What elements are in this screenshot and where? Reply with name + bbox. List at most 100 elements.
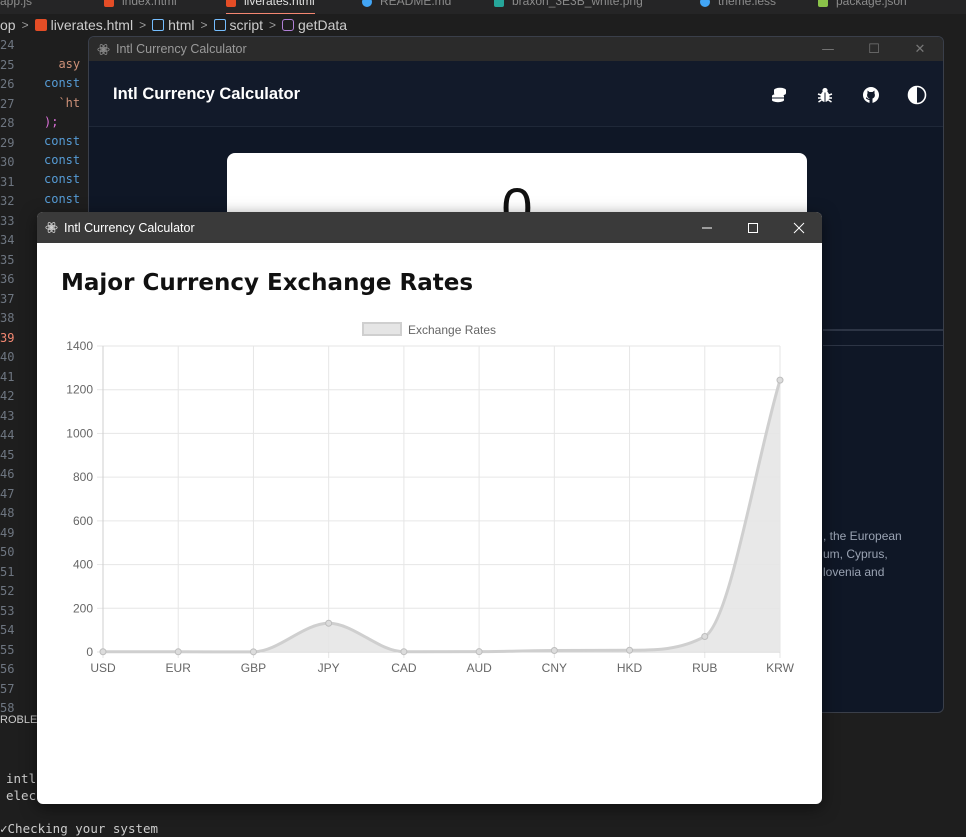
line-number: 41 — [0, 369, 15, 384]
editor-tab-bar: app.js index.html liverates.html README.… — [0, 0, 966, 14]
x-tick-label: USD — [90, 661, 116, 675]
front-app-window[interactable]: Intl Currency Calculator Major Currency … — [37, 212, 822, 804]
editor-tab[interactable]: README.md — [362, 0, 451, 14]
code-line: const — [44, 76, 81, 91]
chevron-right-icon: > — [139, 18, 147, 32]
divider — [823, 345, 943, 346]
electron-app-icon — [45, 222, 58, 233]
legend-label: Exchange Rates — [408, 323, 496, 337]
window-titlebar[interactable]: Intl Currency Calculator — [37, 212, 822, 243]
tab-label: braxon_3E3B_white.png — [512, 0, 643, 8]
series-area — [103, 380, 780, 652]
line-number: 54 — [0, 623, 15, 637]
y-tick-label: 0 — [86, 645, 93, 659]
window-controls: — ☐ ✕ — [805, 37, 943, 61]
line-number: 42 — [0, 389, 15, 403]
less-file-icon — [700, 0, 710, 7]
editor-tab[interactable]: braxon_3E3B_white.png — [494, 0, 643, 14]
check-icon: ✓ — [0, 821, 8, 836]
code-line: asy — [44, 57, 81, 72]
data-point — [174, 648, 182, 656]
y-tick-label: 800 — [73, 470, 93, 484]
maximize-button[interactable] — [730, 212, 776, 243]
close-button[interactable] — [776, 212, 822, 243]
line-number: 45 — [0, 447, 15, 462]
data-point — [99, 648, 107, 656]
info-file-icon — [362, 0, 372, 7]
terminal-line: elec — [6, 788, 37, 803]
line-number: 40 — [0, 350, 15, 364]
line-number: 47 — [0, 486, 15, 501]
json-file-icon — [818, 0, 828, 7]
minimize-button[interactable]: — — [821, 41, 835, 57]
data-point — [249, 648, 257, 656]
editor-tab[interactable]: package.json — [818, 0, 907, 14]
tab-label: theme.less — [718, 0, 777, 8]
line-number: 27 — [0, 96, 15, 111]
code-line: `ht — [44, 95, 81, 110]
terminal-output: intl elec — [6, 770, 36, 804]
x-tick-label: HKD — [617, 661, 643, 675]
y-tick-label: 1400 — [66, 339, 93, 353]
chevron-right-icon: > — [21, 18, 29, 32]
data-point — [325, 619, 333, 627]
x-tick-label: CNY — [542, 661, 567, 675]
editor-tab[interactable]: app.js — [0, 0, 32, 14]
line-number: 24 — [0, 38, 15, 52]
line-number: 39 — [0, 330, 15, 345]
window-controls — [684, 212, 822, 243]
description-text: , the European um, Cyprus, lovenia and — [823, 527, 943, 581]
line-number: 57 — [0, 681, 15, 696]
line-number: 58 — [0, 701, 15, 715]
minimize-button[interactable] — [684, 212, 730, 243]
tab-label: README.md — [380, 0, 452, 8]
editor-tab[interactable]: index.html — [104, 0, 177, 14]
breadcrumb-item[interactable]: liverates.html — [50, 17, 134, 33]
line-number: 35 — [0, 252, 15, 267]
app-header: Intl Currency Calculator — [89, 61, 943, 127]
line-number: 25 — [0, 57, 15, 72]
bug-icon[interactable] — [815, 85, 835, 105]
page-title: Major Currency Exchange Rates — [61, 270, 474, 296]
html5-icon — [34, 19, 47, 31]
y-tick-label: 400 — [73, 558, 93, 572]
breadcrumb-item[interactable]: script — [229, 17, 263, 33]
y-tick-label: 1000 — [66, 426, 93, 440]
data-point — [400, 648, 408, 656]
breadcrumb-item[interactable]: getData — [298, 17, 348, 33]
panel-tab-problems[interactable]: ROBLEM — [0, 714, 46, 726]
breadcrumb-item[interactable]: op — [0, 17, 16, 33]
line-number: 52 — [0, 584, 15, 598]
data-point — [550, 646, 558, 654]
editor-tab[interactable]: theme.less — [700, 0, 776, 14]
line-number: 31 — [0, 174, 15, 189]
line-number: 38 — [0, 311, 15, 325]
line-number: 30 — [0, 155, 15, 169]
tab-label: index.html — [122, 0, 177, 8]
window-titlebar[interactable]: Intl Currency Calculator — ☐ ✕ — [89, 37, 943, 61]
data-point — [475, 648, 483, 656]
maximize-button[interactable]: ☐ — [868, 41, 880, 57]
terminal-line: intl — [6, 771, 37, 786]
code-editor[interactable]: asy const `ht ); const const const const — [44, 36, 94, 236]
close-button[interactable]: ✕ — [914, 41, 926, 57]
text-line: um, Cyprus, — [823, 547, 888, 561]
code-line: const — [44, 133, 81, 148]
line-number: 36 — [0, 272, 15, 286]
breadcrumb-item[interactable]: html — [168, 17, 195, 33]
y-tick-label: 1200 — [66, 383, 93, 397]
y-tick-label: 600 — [73, 514, 93, 528]
github-icon[interactable] — [861, 85, 881, 105]
html-file-icon — [104, 0, 114, 7]
theme-toggle-icon[interactable] — [907, 85, 927, 105]
window-title: Intl Currency Calculator — [116, 42, 247, 56]
tab-label: liverates.html — [244, 0, 315, 8]
series-line — [102, 379, 782, 654]
exchange-rate-chart: 0 200 400 600 800 1000 1200 1400 USD EUR GBP JPY CAD… — [66, 322, 795, 675]
x-tick-label: KRW — [766, 661, 794, 675]
tab-label: package.json — [836, 0, 907, 8]
line-number: 49 — [0, 525, 15, 540]
editor-tab-active[interactable]: liverates.html — [226, 0, 315, 14]
line-number: 43 — [0, 408, 15, 423]
coins-icon[interactable] — [769, 85, 789, 105]
